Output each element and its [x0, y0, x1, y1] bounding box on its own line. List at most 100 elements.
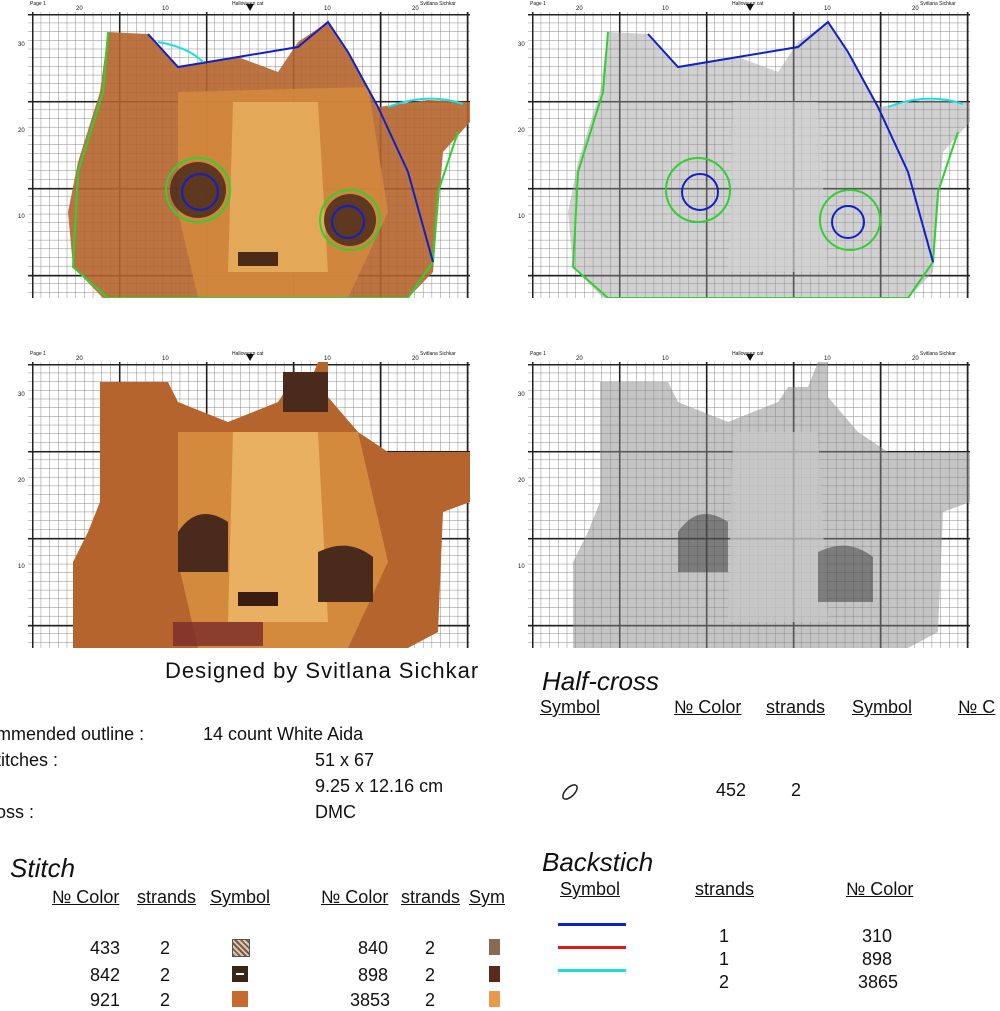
- strands: 2: [719, 972, 730, 992]
- dash-square-icon: [232, 966, 248, 982]
- spec-value: 51 x 67: [315, 750, 375, 770]
- center-marker: [746, 354, 754, 361]
- y-tick: 10: [518, 214, 525, 220]
- strands: 1: [719, 949, 730, 969]
- x-tick: 20: [912, 6, 919, 12]
- column-header: Symbol: [852, 697, 913, 717]
- strands: 2: [160, 990, 171, 1010]
- pumpkin-cat-color: [73, 362, 470, 648]
- color-number: 3865: [858, 972, 899, 992]
- strands: 2: [791, 780, 802, 800]
- pumpkin-cat-motif: [68, 20, 470, 298]
- column-header: № Color: [321, 887, 389, 907]
- column-header: № Color: [846, 879, 914, 899]
- bar-orange-icon: [489, 991, 500, 1007]
- color-number: 3853: [350, 990, 391, 1010]
- x-tick: 10: [824, 6, 831, 12]
- backstitch-heading: Backstich: [542, 847, 654, 877]
- x-tick: 20: [576, 356, 583, 362]
- y-tick: 20: [18, 128, 25, 134]
- spec-label: titches :: [0, 750, 59, 770]
- corner-tan-icon: [489, 939, 500, 955]
- chart-panel-color: Page 1 Halloween cat Svitlana Sichkar 20…: [0, 350, 470, 650]
- chart-author: Svitlana Sichkar: [420, 351, 456, 357]
- x-tick: 20: [76, 356, 83, 362]
- page-label: Page 1: [30, 1, 46, 7]
- y-tick: 30: [18, 42, 25, 48]
- red-line-swatch: [558, 946, 626, 949]
- spec-label: mmended outline :: [0, 724, 145, 744]
- color-number: 898: [862, 949, 893, 969]
- x-tick: 20: [576, 6, 583, 12]
- page-label: Page 1: [530, 1, 546, 7]
- x-tick: 10: [824, 356, 831, 362]
- color-number: 840: [358, 938, 389, 958]
- x-tick: 20: [412, 6, 419, 12]
- y-tick: 30: [518, 392, 525, 398]
- color-number: 433: [90, 938, 121, 958]
- strands: 1: [719, 926, 730, 946]
- column-header: № Color: [674, 697, 742, 717]
- column-header: strands: [766, 697, 826, 717]
- y-tick: 10: [518, 564, 525, 570]
- strands: 2: [160, 965, 171, 985]
- y-tick: 30: [518, 42, 525, 48]
- chart-author: Svitlana Sichkar: [420, 1, 456, 7]
- v-square-icon: [232, 991, 248, 1007]
- column-header: strands: [695, 879, 755, 899]
- chart-panel-symbol-outlined: Page 1 Halloween cat Svitlana Sichkar 20…: [500, 0, 970, 300]
- cyan-line-swatch: [558, 969, 626, 972]
- x-tick: 10: [662, 356, 669, 362]
- page-label: Page 1: [530, 351, 546, 357]
- chart-author: Svitlana Sichkar: [920, 1, 956, 7]
- x-tick: 20: [912, 356, 919, 362]
- page-label: Page 1: [30, 351, 46, 357]
- color-number: 452: [716, 780, 747, 800]
- color-number: 921: [90, 990, 121, 1010]
- column-header: strands: [401, 887, 461, 907]
- y-tick: 20: [18, 478, 25, 484]
- spec-label: oss :: [0, 802, 35, 822]
- column-header: № C: [958, 697, 996, 717]
- y-tick: 20: [518, 478, 525, 484]
- x-tick: 10: [162, 6, 169, 12]
- column-header: Symbol: [540, 697, 601, 717]
- spec-value: 9.25 x 12.16 cm: [315, 776, 444, 796]
- chart-panel-color-outlined: Page 1 Halloween cat Svitlana Sichkar 20…: [0, 0, 470, 300]
- x-tick: 10: [662, 6, 669, 12]
- y-tick: 10: [18, 564, 25, 570]
- color-number: 898: [358, 965, 389, 985]
- stitch-heading: Stitch: [10, 853, 76, 883]
- y-tick: 30: [18, 392, 25, 398]
- strands: 2: [160, 938, 171, 958]
- strands: 2: [425, 990, 436, 1010]
- x-tick: 20: [412, 356, 419, 362]
- x-tick: 10: [324, 356, 331, 362]
- x-tick: 10: [162, 356, 169, 362]
- strands: 2: [425, 965, 436, 985]
- column-header: Symbol: [210, 887, 271, 907]
- spec-value: DMC: [315, 802, 356, 822]
- center-marker: [246, 4, 254, 11]
- pumpkin-cat-symbols-plain: [573, 362, 970, 648]
- chart-panel-symbol: Page 1 Halloween cat Svitlana Sichkar 20…: [500, 350, 970, 650]
- y-tick: 20: [518, 128, 525, 134]
- x-tick: 20: [76, 6, 83, 12]
- half-cross-heading: Half-cross: [542, 666, 660, 696]
- center-marker: [246, 354, 254, 361]
- six-square-icon: [489, 966, 500, 982]
- x-tick: 10: [324, 6, 331, 12]
- hatched-brown-square-icon: [232, 939, 250, 957]
- column-header: strands: [137, 887, 197, 907]
- pumpkin-cat-symbols: [568, 20, 970, 298]
- center-marker: [746, 4, 754, 11]
- oval-outline-icon: [562, 784, 578, 800]
- color-number: 310: [862, 926, 893, 946]
- spec-value: 14 count White Aida: [203, 724, 364, 744]
- color-number: 842: [90, 965, 121, 985]
- strands: 2: [425, 938, 436, 958]
- column-header: Sym: [469, 887, 505, 907]
- column-header: Symbol: [560, 879, 621, 899]
- designer-credit: Designed by Svitlana Sichkar: [165, 658, 480, 683]
- chart-author: Svitlana Sichkar: [920, 351, 956, 357]
